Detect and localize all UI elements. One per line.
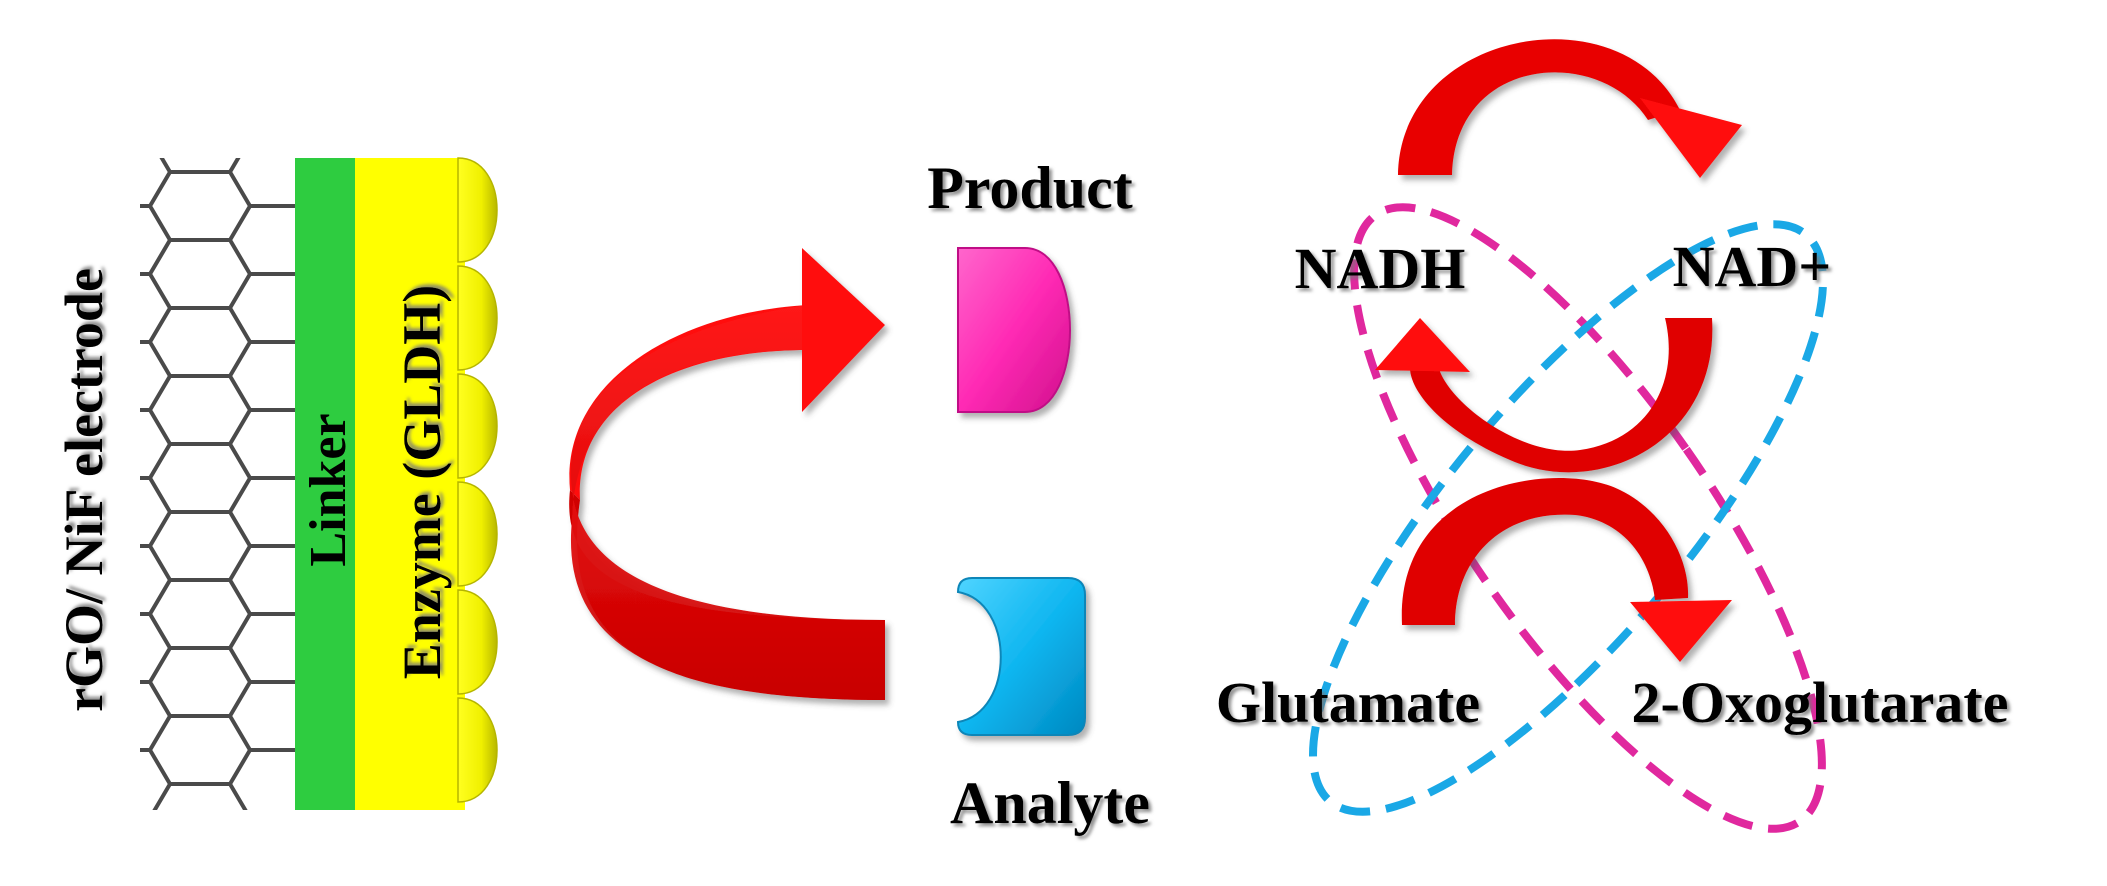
product-label: Product <box>927 155 1133 221</box>
product-shape <box>957 247 1071 413</box>
conversion-arrow-body <box>569 305 808 500</box>
electrode-label: rGO/ NiF electrode <box>54 268 114 712</box>
product-group: Product <box>927 155 1133 413</box>
analyte-label: Analyte <box>950 770 1150 836</box>
electrode-stack: rGO/ NiF electrode Linker Enzyme (GLDH) <box>54 157 498 810</box>
glutamate-label: Glutamate <box>1216 670 1480 735</box>
magenta-dashed-ring <box>1350 203 1826 833</box>
graphene-lattice <box>140 158 300 810</box>
nadh-label: NADH <box>1295 236 1466 301</box>
linker-layer <box>295 158 355 810</box>
conversion-arrow-band <box>570 305 885 700</box>
enzyme-label: Enzyme (GLDH) <box>392 285 452 679</box>
conversion-arrow-head <box>802 248 885 412</box>
arc-arrow-middle-lower <box>1401 478 1732 662</box>
analyte-group: Analyte <box>950 577 1150 836</box>
redox-cycle: NADH NAD+ Glutamate 2-Oxoglutarate <box>1216 39 2009 833</box>
enzyme-layer <box>355 158 465 810</box>
linker-label: Linker <box>300 413 357 566</box>
nad-plus-label: NAD+ <box>1673 234 1832 299</box>
conversion-arrow <box>569 248 885 700</box>
analyte-shape <box>956 577 1086 736</box>
arc-arrow-top <box>1398 39 1742 178</box>
enzyme-bumps <box>457 157 498 803</box>
arc-arrow-middle-upper <box>1375 318 1713 473</box>
oxoglutarate-label: 2-Oxoglutarate <box>1632 670 2009 735</box>
